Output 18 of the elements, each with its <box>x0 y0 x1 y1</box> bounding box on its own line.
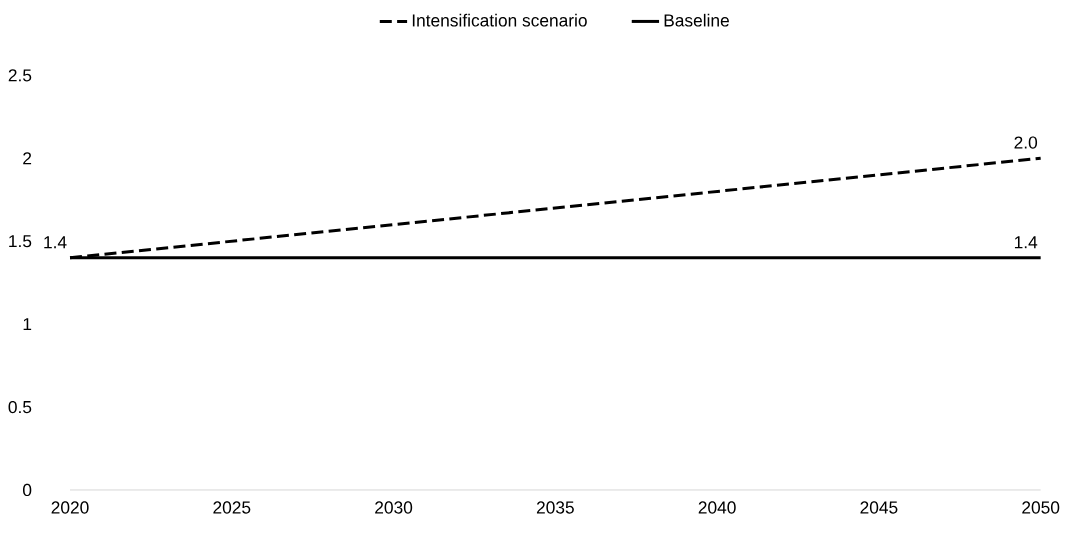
x-tick-label: 2030 <box>375 501 413 514</box>
y-tick-label: 1 <box>23 318 32 331</box>
legend-label: Baseline <box>664 13 729 27</box>
data-label: 1.4 <box>1014 236 1038 249</box>
x-tick-label: 2025 <box>213 501 251 514</box>
x-tick-label: 2035 <box>536 501 574 514</box>
y-tick-label: 0 <box>23 483 32 497</box>
x-tick-label: 2050 <box>1022 501 1060 514</box>
data-label: 2.0 <box>1014 136 1038 149</box>
y-tick-label: 2 <box>23 152 32 165</box>
data-label: 1.4 <box>44 236 67 249</box>
legend-label: Intensification scenario <box>412 13 587 27</box>
y-tick-label: 1.5 <box>9 235 32 248</box>
x-tick-label: 2020 <box>51 501 89 514</box>
y-tick-label: 0.5 <box>8 400 32 414</box>
x-tick-label: 2045 <box>860 501 898 514</box>
y-tick-label: 2.5 <box>8 69 32 82</box>
x-tick-label: 2040 <box>698 501 736 514</box>
